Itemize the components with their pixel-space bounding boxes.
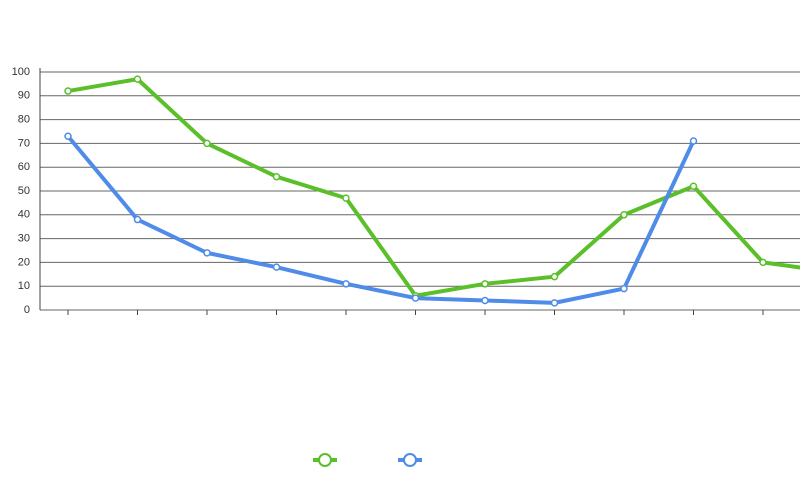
data-point xyxy=(411,294,420,302)
y-tick-label: 40 xyxy=(18,209,30,221)
data-point xyxy=(481,280,489,288)
data-point xyxy=(203,139,211,148)
data-point xyxy=(550,272,559,281)
data-point xyxy=(481,296,489,305)
y-tick-label: 70 xyxy=(18,137,30,149)
y-tick-label: 30 xyxy=(18,233,30,245)
data-point xyxy=(689,137,698,145)
legend-marker xyxy=(318,453,332,467)
y-tick-label: 90 xyxy=(18,90,30,102)
data-point xyxy=(133,215,142,224)
series-line xyxy=(66,134,696,305)
y-tick-label: 0 xyxy=(24,304,30,316)
data-point xyxy=(272,263,281,271)
legend-marker xyxy=(403,453,417,467)
data-point xyxy=(620,211,628,219)
data-point xyxy=(342,194,350,202)
data-point xyxy=(64,87,72,95)
data-point xyxy=(342,280,350,288)
data-point xyxy=(620,284,628,293)
y-tick-label: 10 xyxy=(18,280,30,292)
data-point xyxy=(689,182,698,190)
series-line xyxy=(67,77,800,298)
data-point xyxy=(203,249,211,257)
y-tick-label: 20 xyxy=(18,256,30,268)
y-tick-label: 80 xyxy=(18,114,30,126)
data-point xyxy=(759,258,767,267)
y-tick-label: 100 xyxy=(12,66,30,78)
data-point xyxy=(64,132,72,141)
data-point xyxy=(133,75,142,83)
y-tick-label: 50 xyxy=(18,185,30,197)
data-point xyxy=(550,299,559,307)
data-point xyxy=(272,172,281,181)
y-tick-label: 60 xyxy=(18,161,30,173)
